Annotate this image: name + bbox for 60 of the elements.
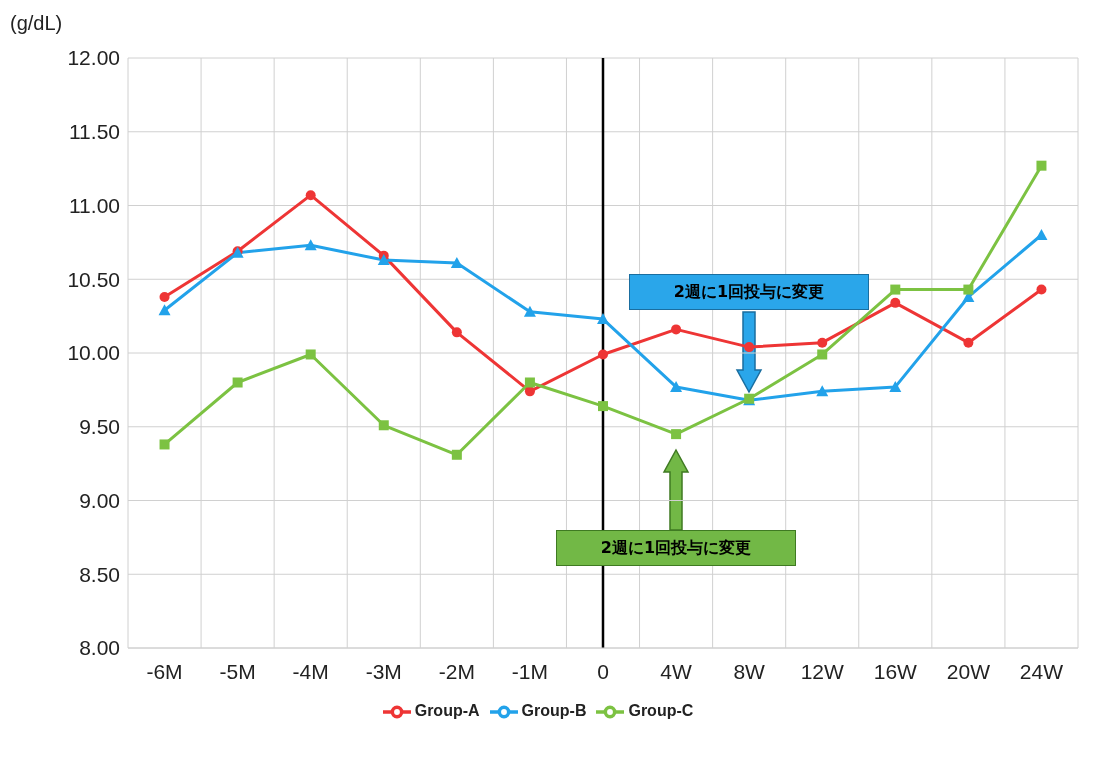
legend-label: Group-A	[414, 702, 480, 720]
y-tick-label: 8.00	[79, 636, 120, 660]
point	[159, 291, 170, 302]
point	[817, 349, 828, 360]
point	[523, 305, 536, 317]
y-tick-label: 8.50	[79, 562, 120, 586]
point	[817, 337, 828, 348]
point	[377, 254, 390, 266]
point	[305, 190, 316, 201]
y-tick-label: 11.50	[69, 120, 120, 144]
x-tick-label: -4M	[292, 659, 329, 683]
point	[1036, 284, 1047, 295]
x-tick-label: 24W	[1019, 659, 1064, 683]
x-tick-label: -3M	[365, 659, 402, 683]
point	[889, 380, 902, 392]
point	[671, 324, 682, 335]
point	[451, 327, 462, 338]
point	[816, 385, 829, 397]
y-tick-label: 10.00	[67, 341, 120, 365]
y-tick-label: 9.00	[79, 488, 120, 512]
x-tick-label: -1M	[511, 659, 549, 683]
point	[671, 429, 682, 440]
x-tick-label: 20W	[946, 659, 991, 683]
point	[890, 284, 901, 295]
point	[158, 304, 171, 316]
point	[963, 337, 974, 348]
point	[159, 439, 170, 450]
point	[890, 297, 901, 308]
y-tick-label: 10.50	[67, 267, 120, 291]
point	[1036, 160, 1047, 171]
y-axis-title: (g/dL)	[10, 12, 63, 35]
x-tick-label: 16W	[873, 659, 918, 683]
point	[597, 313, 609, 325]
x-tick-label: -5M	[219, 659, 256, 683]
point	[1035, 229, 1048, 240]
point	[304, 239, 317, 251]
point	[598, 401, 608, 412]
point	[451, 449, 462, 460]
x-tick-label: 8W	[733, 659, 766, 683]
point	[744, 342, 755, 353]
x-tick-label: -2M	[438, 659, 475, 683]
y-tick-label: 12.00	[67, 46, 120, 70]
legend-label: Group-B	[521, 702, 587, 720]
point	[450, 257, 463, 269]
y-tick-label: 9.50	[79, 415, 120, 439]
point	[963, 284, 974, 295]
point	[305, 349, 316, 360]
point	[378, 420, 389, 431]
callout-box: 2週に1回投与に変更	[629, 274, 869, 310]
legend-label: Group-C	[628, 702, 694, 720]
x-tick-label: 4W	[660, 659, 693, 683]
x-tick-label: 0	[597, 659, 609, 683]
y-tick-label: 11.00	[69, 193, 120, 217]
callout-box: 2週に1回投与に変更	[556, 530, 796, 566]
x-tick-label: 12W	[800, 659, 844, 683]
x-tick-label: -6M	[146, 659, 183, 683]
point	[598, 349, 608, 360]
point	[232, 377, 243, 388]
point	[524, 377, 535, 388]
point	[670, 380, 683, 392]
